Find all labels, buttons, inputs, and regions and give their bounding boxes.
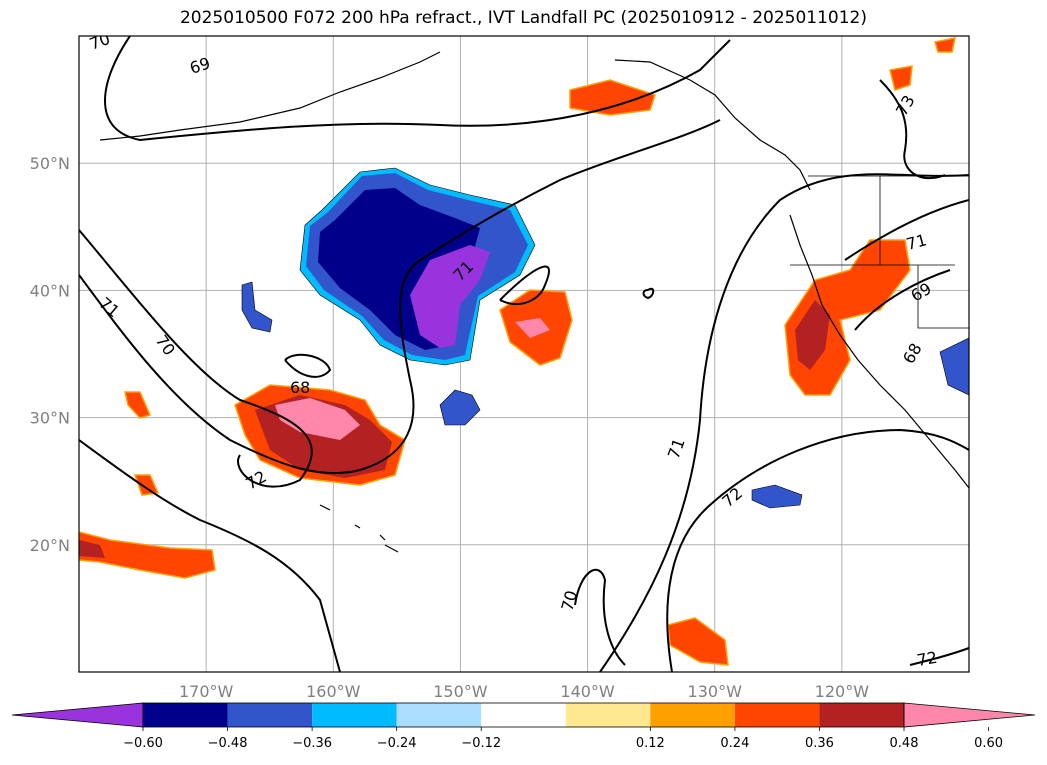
contour-72-se [909,647,969,666]
colorbar-tick-label: −0.12 [461,736,501,751]
colorbar-tick-label: −0.48 [208,736,248,751]
contour-70-west [79,229,313,488]
lon-tick-label: 130°W [688,682,743,701]
colorbar-tick-label: 0.60 [974,736,1003,751]
shaded-fields [79,37,969,666]
contour-label-72-se: 72 [915,648,938,670]
contour-71-ne [844,199,969,261]
contour-mid-loop [499,265,550,305]
colorbar-segment [650,703,735,727]
positive-anomaly-pacific-south [79,531,216,579]
longitude-labels: 170°W 160°W 150°W 140°W 130°W 120°W [179,682,869,701]
contour-73 [879,79,946,180]
contour-69 [104,36,731,142]
colorbar-segment [481,703,566,727]
lon-tick-label: 150°W [433,682,488,701]
lat-tick-label: 30°N [30,409,70,428]
positive-anomaly-pacific-south-red [79,540,105,558]
contour-69-ne [854,269,951,331]
colorbar-tick-label: 0.12 [636,736,665,751]
colorbar-outline [142,702,905,728]
lon-tick-label: 140°W [560,682,615,701]
colorbar-tick-label: −0.24 [377,736,417,751]
colorbar-segment [312,703,397,727]
contour-72-east [666,428,969,672]
colorbar-segment [227,703,313,727]
colorbar-tick-label: 0.24 [720,736,749,751]
political-borders [790,175,969,329]
colorbar: −0.60 −0.48 −0.36 −0.24 −0.12 0.12 0.24 0.36 0.4… [11,702,1036,751]
colorbar-tick-label: 0.48 [890,736,919,751]
negative-anomaly-small3 [751,484,803,509]
colorbar-segment [734,703,820,727]
negative-anomaly-small4 [939,337,969,396]
contour-68 [284,353,332,378]
positive-anomaly-ne-small [889,65,913,91]
colorbar-extend-high [903,702,1036,728]
map-title: 2025010500 F072 200 hPa refract., IVT La… [179,8,867,28]
negative-anomaly-core [410,245,490,348]
lat-tick-label: 50°N [30,154,70,173]
lon-tick-label: 170°W [179,682,234,701]
colorbar-extend-low [11,702,144,728]
colorbar-tick-label: 0.36 [805,736,834,751]
colorbar-tick-label: −0.60 [123,736,163,751]
positive-anomaly-central-pink [275,398,360,440]
positive-anomaly-east-pink [515,318,550,338]
positive-anomaly-south-tropics [667,617,729,666]
positive-anomaly-gulf-alaska [569,79,656,116]
lon-tick-label: 120°W [815,682,870,701]
contour-label-68: 68 [290,378,310,397]
lat-tick-label: 20°N [30,536,70,555]
negative-anomaly-small1 [439,389,481,426]
lon-tick-label: 160°W [306,682,361,701]
colorbar-segment [819,703,904,727]
positive-anomaly-ne-corner [934,37,956,53]
contour-label-71-ne: 71 [904,230,929,254]
contour-71-east [599,173,969,672]
colorbar-segment [143,703,228,727]
contour-70-south [574,568,626,666]
colorbar-segment [396,703,482,727]
contour-small-ring [642,287,655,300]
contour-label-70-south: 70 [558,588,582,613]
colorbar-tick-label: −0.36 [292,736,332,751]
colorbar-segment [565,703,651,727]
positive-anomaly-coast-red [795,300,830,370]
contour-72-west [79,439,341,672]
latitude-labels: 20°N 30°N 40°N 50°N [30,154,70,555]
contour-lines [79,36,969,672]
positive-anomaly-west-small2 [133,474,160,496]
positive-anomaly-west-small [124,391,152,419]
contour-71-west [79,119,721,475]
negative-anomaly-small2 [241,281,273,333]
map-frame [78,35,970,673]
lat-tick-label: 40°N [30,281,70,300]
